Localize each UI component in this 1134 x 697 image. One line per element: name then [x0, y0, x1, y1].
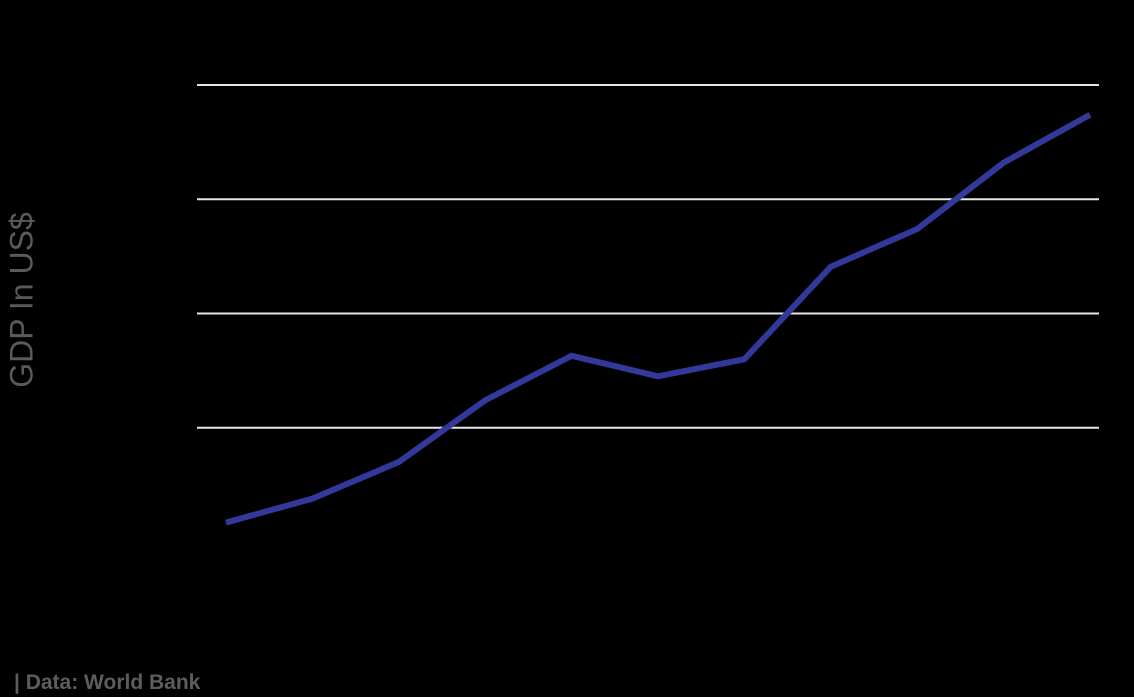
gdp-line [225, 112, 1092, 526]
footer: | Data: World Bank [8, 671, 200, 695]
data-source: | Data: World Bank [14, 671, 201, 694]
gridlines [197, 84, 1099, 429]
